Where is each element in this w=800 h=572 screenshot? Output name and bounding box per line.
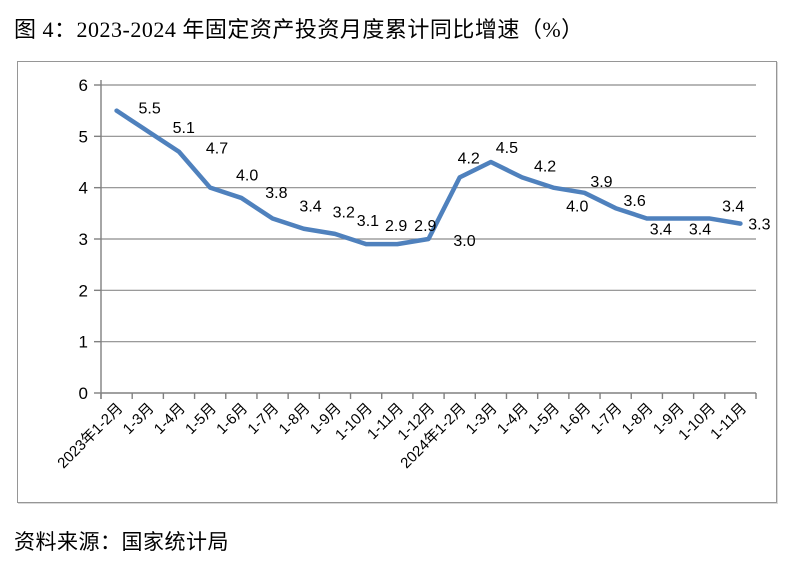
data-point-label: 3.2 [333, 205, 355, 222]
data-point-label: 3.4 [650, 221, 672, 238]
data-point-label: 5.1 [173, 120, 195, 137]
figure-title: 图 4：2023-2024 年固定资产投资月度累计同比增速（%） [14, 17, 584, 42]
data-point-label: 3.9 [590, 174, 612, 191]
y-axis-label: 4 [79, 179, 88, 198]
x-axis-label: 1-5月 [182, 400, 220, 438]
x-axis-label: 2023年1-2月 [54, 400, 126, 472]
x-axis-label: 1-7月 [244, 400, 282, 438]
series-line [114, 108, 743, 247]
data-point-label: 3.6 [624, 193, 646, 210]
data-point-label: 4.5 [496, 140, 518, 157]
data-point-label: 3.4 [689, 221, 711, 238]
x-axis-label: 1-5月 [525, 400, 563, 438]
x-axis-label: 1-8月 [276, 400, 314, 438]
data-point-label: 3.4 [722, 198, 744, 215]
data-point-label: 4.7 [206, 141, 228, 158]
x-axis-label: 1-4月 [494, 400, 532, 438]
data-point-label: 5.5 [138, 101, 160, 118]
data-point-label: 2.9 [414, 218, 436, 235]
source-note: 资料来源：国家统计局 [14, 530, 229, 554]
y-axis-label: 5 [79, 127, 88, 146]
y-axis-label: 6 [79, 76, 88, 95]
x-axis-label: 1-11月 [707, 400, 750, 443]
y-axis-label: 0 [79, 384, 88, 403]
x-axis-label: 1-6月 [213, 400, 251, 438]
chart-container: 0 1 2 3 4 5 6 2023年1-2月 1-3月 1-4月 1-5月 1-6月 1-7月 1-8月… [17, 61, 777, 503]
y-axis-label: 1 [79, 333, 88, 352]
x-axis-label: 1-4月 [151, 400, 189, 438]
y-axis-label: 2 [79, 281, 88, 300]
data-point-label: 3.8 [265, 185, 287, 202]
x-axis-label: 1-6月 [556, 400, 594, 438]
x-axis-label: 1-8月 [619, 400, 657, 438]
data-point-label: 2.9 [385, 218, 407, 235]
x-axis-label: 1-7月 [588, 400, 626, 438]
x-axis-label: 1-3月 [120, 400, 158, 438]
y-axis-label: 3 [79, 230, 88, 249]
data-point-label: 4.0 [236, 168, 258, 185]
data-point-label: 4.2 [458, 150, 480, 167]
data-point-label: 3.3 [748, 217, 770, 234]
data-point-label: 3.0 [453, 233, 475, 250]
data-point-label: 4.2 [534, 158, 556, 175]
line-chart: 01234562023年1-2月1-3月1-4月1-5月1-6月1-7月1-8月… [54, 76, 770, 472]
x-axis-label: 1-3月 [463, 400, 501, 438]
data-point-label: 4.0 [566, 199, 588, 216]
data-point-label: 3.4 [299, 198, 321, 215]
data-point-label: 3.1 [357, 213, 379, 230]
